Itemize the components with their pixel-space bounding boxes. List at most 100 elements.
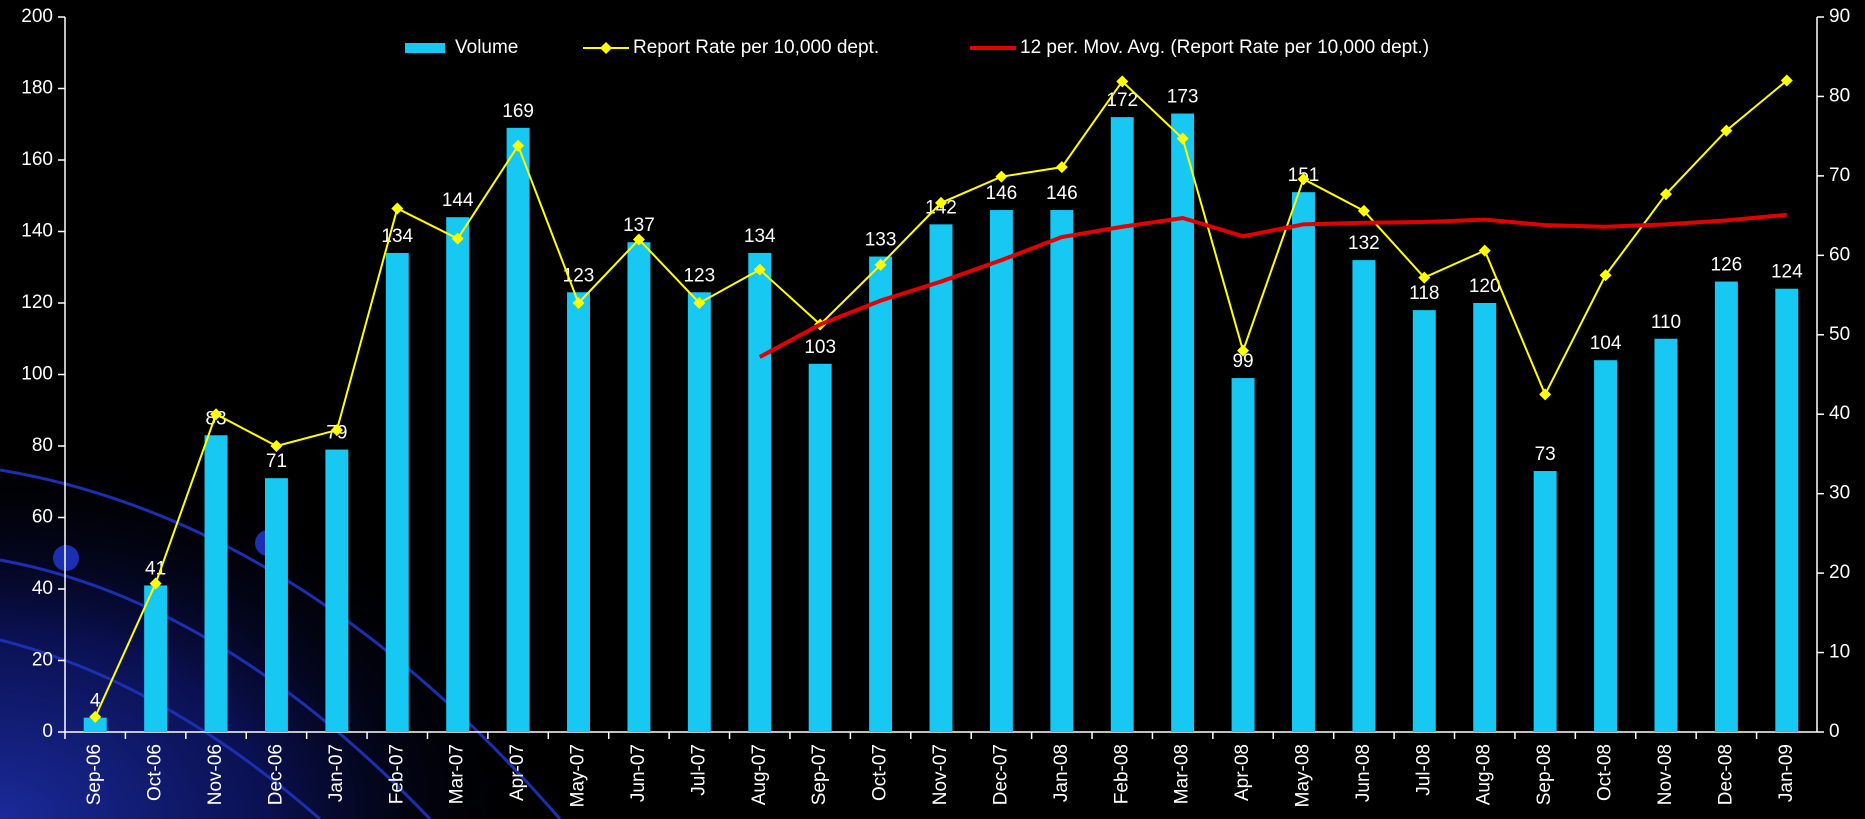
bar bbox=[144, 585, 167, 732]
x-tick-label: Jun-07 bbox=[628, 744, 649, 802]
x-tick-label: Dec-08 bbox=[1715, 744, 1736, 805]
x-tick-label: May-08 bbox=[1292, 744, 1313, 807]
x-tick-label: Mar-07 bbox=[447, 744, 468, 804]
x-tick-label: Sep-07 bbox=[809, 744, 830, 805]
x-tick-label: May-07 bbox=[568, 744, 589, 807]
bar bbox=[1534, 471, 1557, 732]
x-tick-label: Aug-08 bbox=[1474, 744, 1495, 805]
y2-tick-label: 40 bbox=[1829, 403, 1850, 424]
legend-marker bbox=[600, 42, 612, 54]
x-tick-label: Nov-06 bbox=[205, 744, 226, 805]
bar bbox=[265, 478, 288, 732]
data-label: 126 bbox=[1711, 255, 1743, 276]
bar bbox=[1473, 303, 1496, 732]
bar bbox=[1594, 360, 1617, 732]
x-tick-label: Jun-08 bbox=[1353, 744, 1374, 802]
bar bbox=[1171, 114, 1194, 732]
bar bbox=[567, 292, 590, 732]
legend-label: Report Rate per 10,000 dept. bbox=[633, 37, 879, 58]
y-tick-label: 60 bbox=[32, 507, 53, 528]
x-tick-label: Jul-07 bbox=[688, 744, 709, 796]
bar bbox=[1715, 282, 1738, 732]
bar bbox=[990, 210, 1013, 732]
marker bbox=[1539, 388, 1551, 400]
bar bbox=[325, 450, 348, 732]
data-label: 73 bbox=[1535, 444, 1556, 465]
bar bbox=[1111, 117, 1134, 732]
y-tick-label: 0 bbox=[42, 721, 53, 742]
data-label: 124 bbox=[1771, 262, 1803, 283]
bar bbox=[1292, 192, 1315, 732]
x-tick-label: Jan-09 bbox=[1776, 744, 1797, 802]
bar bbox=[1050, 210, 1073, 732]
x-tick-label: Dec-06 bbox=[265, 744, 286, 805]
x-tick-label: Apr-08 bbox=[1232, 744, 1253, 801]
legend-label: 12 per. Mov. Avg. (Report Rate per 10,00… bbox=[1020, 37, 1429, 58]
data-label: 103 bbox=[804, 337, 836, 358]
data-label: 71 bbox=[266, 451, 287, 472]
y-tick-label: 200 bbox=[21, 6, 53, 27]
data-label: 132 bbox=[1348, 233, 1380, 254]
x-tick-label: Jul-08 bbox=[1413, 744, 1434, 796]
y2-tick-label: 0 bbox=[1829, 721, 1840, 742]
x-tick-label: Feb-07 bbox=[386, 744, 407, 804]
x-tick-label: Sep-06 bbox=[84, 744, 105, 805]
bar bbox=[930, 224, 953, 732]
bar bbox=[507, 128, 530, 732]
bar bbox=[748, 253, 771, 732]
x-tick-label: Aug-07 bbox=[749, 744, 770, 805]
data-label: 134 bbox=[744, 226, 776, 247]
x-tick-label: Apr-07 bbox=[507, 744, 528, 801]
bar bbox=[386, 253, 409, 732]
data-label: 118 bbox=[1409, 283, 1439, 304]
y2-tick-label: 70 bbox=[1829, 165, 1850, 186]
data-label: 123 bbox=[683, 265, 715, 286]
line bbox=[760, 215, 1787, 357]
data-label: 146 bbox=[1046, 183, 1078, 204]
bar bbox=[1413, 310, 1436, 732]
bar bbox=[869, 257, 892, 732]
x-tick-label: Jan-07 bbox=[326, 744, 347, 802]
x-tick-label: Feb-08 bbox=[1111, 744, 1132, 804]
y2-tick-label: 50 bbox=[1829, 324, 1850, 345]
y-tick-label: 180 bbox=[21, 78, 53, 99]
x-tick-label: Oct-06 bbox=[145, 744, 166, 801]
y-tick-label: 100 bbox=[21, 364, 53, 385]
x-tick-label: Mar-08 bbox=[1172, 744, 1193, 804]
bar bbox=[446, 217, 469, 732]
y-tick-label: 20 bbox=[32, 650, 53, 671]
bar bbox=[1352, 260, 1375, 732]
marker bbox=[391, 202, 403, 214]
data-label: 137 bbox=[623, 215, 655, 236]
y2-tick-label: 10 bbox=[1829, 642, 1850, 663]
data-label: 146 bbox=[986, 183, 1018, 204]
data-label: 172 bbox=[1106, 90, 1138, 111]
y-tick-label: 140 bbox=[21, 221, 53, 242]
data-label: 104 bbox=[1590, 333, 1622, 354]
bar bbox=[688, 292, 711, 732]
y-tick-label: 160 bbox=[21, 149, 53, 170]
x-tick-label: Oct-08 bbox=[1595, 744, 1616, 801]
data-label: 133 bbox=[865, 230, 897, 251]
bar bbox=[1654, 339, 1677, 732]
x-tick-label: Oct-07 bbox=[870, 744, 891, 801]
bar bbox=[809, 364, 832, 732]
background-dot bbox=[53, 545, 79, 571]
bar bbox=[1775, 289, 1798, 732]
data-label: 173 bbox=[1167, 87, 1199, 108]
y2-tick-label: 30 bbox=[1829, 483, 1850, 504]
legend-swatch bbox=[405, 43, 445, 53]
marker bbox=[1479, 245, 1491, 257]
x-tick-label: Nov-07 bbox=[930, 744, 951, 805]
y-tick-label: 40 bbox=[32, 578, 53, 599]
x-tick-label: Nov-08 bbox=[1655, 744, 1676, 805]
bar bbox=[1232, 378, 1255, 732]
data-label: 134 bbox=[381, 226, 413, 247]
y2-tick-label: 80 bbox=[1829, 85, 1850, 106]
y2-tick-label: 60 bbox=[1829, 244, 1850, 265]
legend-label: Volume bbox=[455, 37, 518, 58]
data-label: 110 bbox=[1651, 312, 1681, 333]
x-tick-label: Dec-07 bbox=[990, 744, 1011, 805]
marker bbox=[995, 171, 1007, 183]
bar bbox=[205, 435, 228, 732]
